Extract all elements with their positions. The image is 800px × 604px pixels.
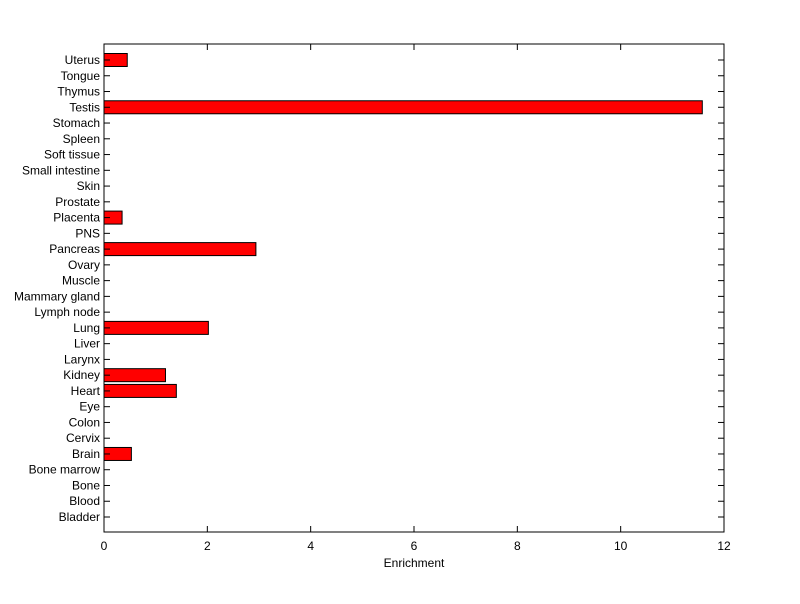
bar-testis [103, 100, 703, 115]
y-tick-label: Bone marrow [29, 463, 101, 477]
y-tick-label: Lung [73, 321, 100, 335]
y-tick-label: Liver [74, 337, 100, 351]
bar-heart [103, 383, 177, 398]
x-tick-label: 12 [717, 539, 731, 553]
y-tick-label: Blood [69, 494, 100, 508]
x-tick-label: 0 [101, 539, 108, 553]
y-tick-label: Uterus [65, 53, 100, 67]
y-tick-label: Kidney [63, 368, 100, 382]
x-tick-label: 4 [307, 539, 314, 553]
y-tick-label: Skin [77, 179, 100, 193]
bar-lung [103, 320, 209, 335]
y-tick-label: Colon [69, 415, 100, 429]
plot-frame [103, 43, 725, 533]
y-tick-label: Testis [69, 100, 100, 114]
y-tick-label: Cervix [66, 431, 100, 445]
y-tick-label: Bladder [59, 510, 100, 524]
x-tick-label: 2 [204, 539, 211, 553]
bar-pancreas [103, 242, 257, 257]
y-tick-label: Larynx [64, 352, 100, 366]
y-tick-label: Brain [72, 447, 100, 461]
y-tick-label: Lymph node [34, 305, 100, 319]
y-tick-label: Muscle [62, 274, 100, 288]
y-tick-label: Prostate [55, 195, 100, 209]
bar-kidney [103, 368, 166, 383]
x-axis-label: Enrichment [384, 556, 445, 570]
y-tick-label: Bone [72, 478, 100, 492]
y-tick-label: Eye [79, 400, 100, 414]
y-tick-label: Placenta [53, 211, 100, 225]
y-tick-label: Tongue [61, 69, 101, 83]
y-tick-label: Mammary gland [14, 289, 100, 303]
x-tick-label: 8 [514, 539, 521, 553]
x-tick-label: 6 [411, 539, 418, 553]
y-tick-label: PNS [75, 226, 100, 240]
y-tick-label: Heart [71, 384, 101, 398]
y-tick-label: Ovary [68, 258, 100, 272]
y-tick-label: Stomach [53, 116, 100, 130]
y-tick-label: Spleen [63, 132, 100, 146]
x-tick-label: 10 [614, 539, 628, 553]
y-tick-label: Small intestine [22, 163, 100, 177]
y-tick-label: Soft tissue [44, 148, 100, 162]
y-tick-label: Pancreas [49, 242, 100, 256]
y-tick-label: Thymus [57, 85, 100, 99]
